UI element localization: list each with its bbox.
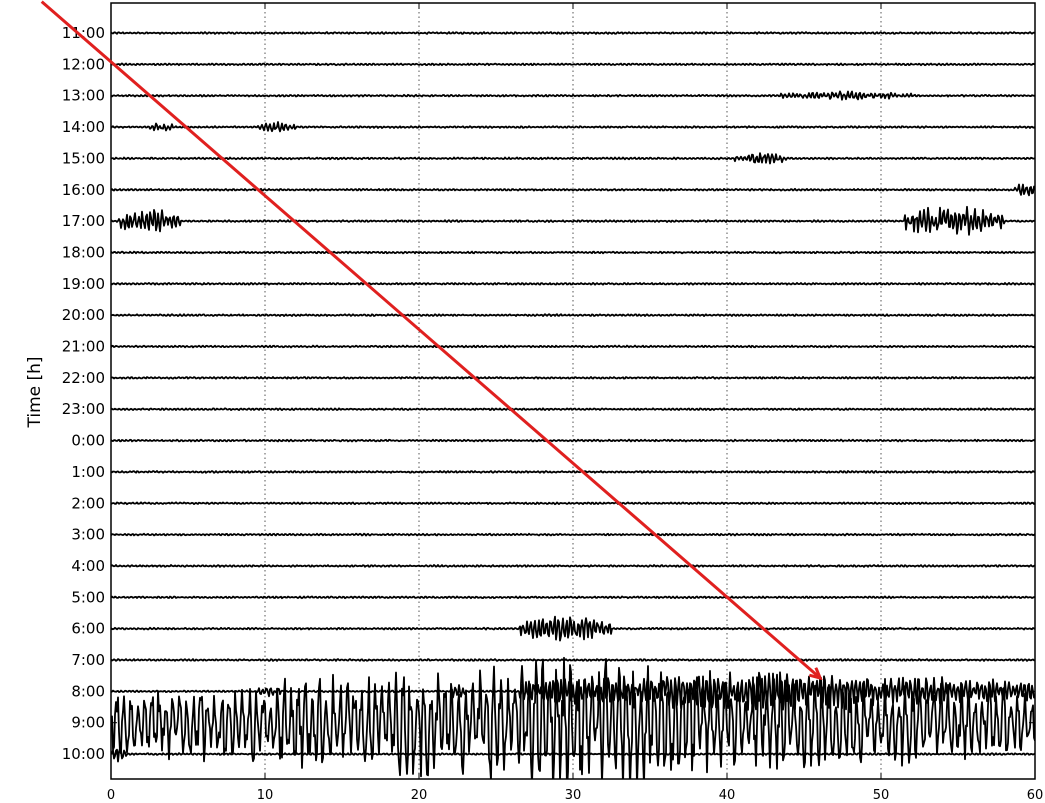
trace-6-00: [111, 615, 1035, 642]
trace-14-00: [111, 121, 1035, 133]
y-tick-label: 19:00: [62, 275, 105, 293]
x-tick-label: 30: [565, 788, 582, 803]
x-tick-label: 10: [257, 788, 274, 803]
y-tick-label: 20:00: [62, 306, 105, 324]
y-tick-label: 10:00: [62, 745, 105, 763]
y-tick-label: 4:00: [71, 557, 105, 575]
y-tick-label: 6:00: [71, 620, 105, 638]
y-tick-label: 8:00: [71, 682, 105, 700]
x-tick-label: 20: [411, 788, 428, 803]
y-tick-label: 16:00: [62, 181, 105, 199]
x-tick-label: 0: [107, 788, 115, 803]
trace-22-00: [111, 375, 1035, 380]
x-gridlines: [264, 3, 882, 779]
x-tick-label: 50: [873, 788, 890, 803]
trace-13-00: [111, 90, 1035, 101]
trace-8-00: [111, 671, 1035, 711]
trace-2-00: [111, 501, 1035, 506]
trace-7-00: [111, 658, 1035, 662]
y-tick-label: 5:00: [71, 588, 105, 606]
y-tick-label: 23:00: [62, 400, 105, 418]
trace-20-00: [111, 313, 1035, 318]
annotation-arrow: [40, 0, 820, 678]
trace-15-00: [111, 152, 1035, 165]
y-tick-label: 15:00: [62, 149, 105, 167]
trace-3-00: [111, 532, 1035, 537]
trace-16-00: [111, 183, 1035, 197]
trace-21-00: [111, 344, 1035, 349]
y-tick-label: 12:00: [62, 55, 105, 73]
y-tick-label: 14:00: [62, 118, 105, 136]
trace-1-00: [111, 470, 1035, 474]
trace-23-00: [111, 407, 1035, 412]
trace-12-00: [111, 62, 1035, 67]
trace-10-00: [111, 747, 1035, 763]
y-tick-label: 9:00: [71, 714, 105, 732]
y-tick-label: 18:00: [62, 243, 105, 261]
y-axis-label: Time [h]: [25, 356, 45, 428]
traces: [111, 31, 1035, 779]
trace-19-00: [111, 281, 1035, 286]
x-tick-label: 60: [1027, 788, 1044, 803]
y-tick-label: 22:00: [62, 369, 105, 387]
trace-4-00: [111, 564, 1035, 568]
trace-0-00: [111, 438, 1035, 443]
y-tick-label: 0:00: [71, 432, 105, 450]
trace-18-00: [111, 250, 1035, 255]
trace-17-00: [111, 205, 1035, 236]
trace-11-00: [111, 31, 1035, 35]
y-tick-label: 17:00: [62, 212, 105, 230]
y-tick-label: 1:00: [71, 463, 105, 481]
x-tick-label: 40: [719, 788, 736, 803]
y-tick-label: 3:00: [71, 526, 105, 544]
y-tick-label: 2:00: [71, 494, 105, 512]
trace-5-00: [111, 595, 1035, 600]
trace-9-00: [111, 656, 1035, 779]
y-tick-label: 7:00: [71, 651, 105, 669]
y-tick-label: 21:00: [62, 338, 105, 356]
y-tick-label: 13:00: [62, 87, 105, 105]
